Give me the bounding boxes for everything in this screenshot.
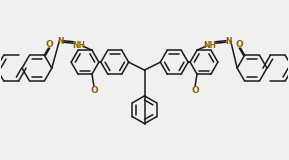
Text: O: O [90,86,98,95]
Text: O: O [45,40,53,49]
Text: NH: NH [203,41,216,50]
Text: O: O [236,40,244,49]
Text: N: N [57,37,64,46]
Text: N: N [225,37,232,46]
Text: O: O [191,86,199,95]
Text: NH: NH [73,41,86,50]
